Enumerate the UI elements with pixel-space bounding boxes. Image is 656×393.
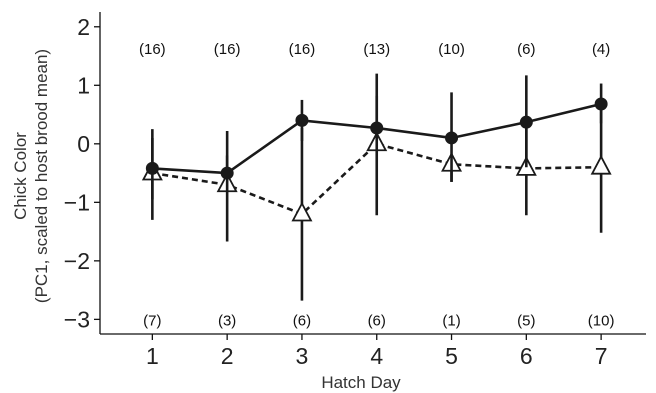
data-point-triangle bbox=[590, 154, 612, 175]
sample-size-label: (4) bbox=[592, 41, 610, 58]
x-tick-label: 2 bbox=[221, 343, 234, 369]
data-point-circle bbox=[370, 121, 384, 135]
sample-size-label: (6) bbox=[368, 312, 386, 329]
y-tick-label: 1 bbox=[77, 72, 90, 98]
y-tick-label: 0 bbox=[77, 131, 90, 157]
x-tick-label: 1 bbox=[146, 343, 159, 369]
x-tick-label: 7 bbox=[595, 343, 608, 369]
sample-size-label: (6) bbox=[517, 41, 535, 58]
sample-size-label: (13) bbox=[363, 41, 390, 58]
count-labels: (7) (3) (6) (6) (1) (5) (10) (16) (16) (16) (13) (1… bbox=[139, 41, 614, 330]
sample-size-label: (1) bbox=[442, 312, 460, 329]
series-layer bbox=[141, 73, 612, 301]
x-tick-label: 3 bbox=[296, 343, 309, 369]
data-point-circle bbox=[145, 161, 159, 175]
sample-size-label: (7) bbox=[143, 312, 161, 329]
data-point-triangle bbox=[291, 201, 313, 222]
series-filled-circles bbox=[145, 75, 608, 200]
data-point-circle bbox=[594, 97, 608, 111]
y-axis-title-line-2: (PC1, scaled to host brood mean) bbox=[32, 49, 51, 303]
sample-size-label: (10) bbox=[588, 312, 615, 329]
sample-size-label: (6) bbox=[293, 312, 311, 329]
x-tick-label: 5 bbox=[445, 343, 458, 369]
x-tick-label: 6 bbox=[520, 343, 533, 369]
data-point-circle bbox=[445, 131, 459, 145]
sample-size-label: (3) bbox=[218, 312, 236, 329]
data-point-circle bbox=[220, 166, 234, 180]
sample-size-label: (10) bbox=[438, 41, 465, 58]
sample-size-label: (16) bbox=[214, 41, 241, 58]
x-tick-label: 4 bbox=[370, 343, 383, 369]
data-point-circle bbox=[519, 115, 533, 129]
sample-size-label: (16) bbox=[139, 41, 166, 58]
y-tick-label: −3 bbox=[64, 306, 90, 332]
x-axis-title: Hatch Day bbox=[321, 373, 401, 392]
sample-size-label: (16) bbox=[289, 41, 316, 58]
sample-size-label: (5) bbox=[517, 312, 535, 329]
y-tick-label: −1 bbox=[64, 189, 90, 215]
y-tick-label: −2 bbox=[64, 248, 90, 274]
y-axis-title-line-1: Chick Color bbox=[11, 132, 30, 220]
axes: 2 1 0 −1 −2 −3 1 2 3 4 5 6 7 bbox=[64, 12, 646, 369]
y-tick-label: 2 bbox=[77, 14, 90, 40]
data-point-circle bbox=[295, 113, 309, 127]
